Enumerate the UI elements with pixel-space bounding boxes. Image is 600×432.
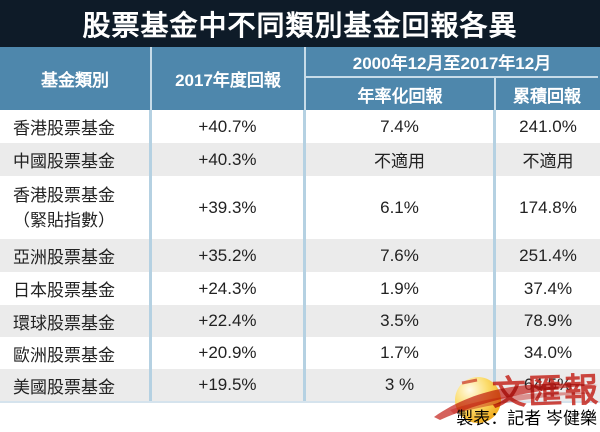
column-header-annualized-return: 年率化回報 xyxy=(306,78,496,110)
cell-2017-return: +22.4% xyxy=(152,305,306,337)
title-bar: 股票基金中不同類別基金回報各異 xyxy=(0,0,600,47)
header-period-group: 2000年12月至2017年12月 年率化回報 累積回報 xyxy=(306,47,598,110)
cell-annualized-return: 6.1% xyxy=(306,176,496,239)
table-row: 歐洲股票基金 +20.9% 1.7% 34.0% xyxy=(0,337,600,369)
credit-line: 製表：記者 岑健樂 xyxy=(0,403,600,430)
cell-category: 亞洲股票基金 xyxy=(0,239,152,272)
cell-cumulative-return: 241.0% xyxy=(519,116,577,136)
cell-annualized-return: 7.6% xyxy=(306,239,496,272)
table-row: 香港股票基金 +40.7% 7.4% 241.0% xyxy=(0,110,600,143)
table-row: 日本股票基金 +24.3% 1.9% 37.4% xyxy=(0,272,600,305)
cell-category: 環球股票基金 xyxy=(0,305,152,337)
cell-cumulative-return: 不適用 xyxy=(522,152,574,171)
credit-text: 製表：記者 岑健樂 xyxy=(456,409,597,428)
cell-2017-return: +39.3% xyxy=(152,176,306,239)
cell-2017-return: +40.3% xyxy=(152,143,306,176)
cell-category: 香港股票基金 （緊貼指數） xyxy=(0,176,152,239)
cell-2017-return: +24.3% xyxy=(152,272,306,305)
cell-category: 歐洲股票基金 xyxy=(0,337,152,369)
cell-cumulative-return: 251.4% xyxy=(519,245,577,265)
table-row: 香港股票基金 （緊貼指數） +39.3% 6.1% 174.8% xyxy=(0,176,600,239)
cell-2017-return: +19.5% xyxy=(152,369,306,401)
cell-cumulative-return: 37.4% xyxy=(523,278,573,298)
newspaper-logo: 文匯報 xyxy=(430,360,600,430)
cell-annualized-return: 1.7% xyxy=(306,337,496,369)
cell-cumulative-return: 174.8% xyxy=(519,197,577,217)
cell-cumulative-return: 34.0% xyxy=(523,343,573,362)
cell-annualized-return: 1.9% xyxy=(306,272,496,305)
cell-category: 日本股票基金 xyxy=(0,272,152,305)
cell-category: 香港股票基金 xyxy=(0,110,152,143)
cell-category-line1: 香港股票基金 xyxy=(13,185,115,205)
cell-annualized-return: 不適用 xyxy=(306,143,496,176)
header-period-subrow: 年率化回報 累積回報 xyxy=(306,78,598,110)
column-header-cumulative-return: 累積回報 xyxy=(513,86,581,106)
logo-swoosh-icon xyxy=(434,378,598,420)
column-header-2017-return: 2017年度回報 xyxy=(152,47,306,110)
table-row: 中國股票基金 +40.3% 不適用 不適用 xyxy=(0,143,600,176)
cell-category: 中國股票基金 xyxy=(0,143,152,176)
page-title: 股票基金中不同類別基金回報各異 xyxy=(82,9,518,41)
cell-annualized-return: 7.4% xyxy=(306,110,496,143)
cell-category: 美國股票基金 xyxy=(0,369,152,401)
cell-cumulative-return: 78.9% xyxy=(523,311,573,330)
table-row: 環球股票基金 +22.4% 3.5% 78.9% xyxy=(0,305,600,337)
column-header-period-span: 2000年12月至2017年12月 xyxy=(306,47,598,78)
cell-annualized-return: 3.5% xyxy=(306,305,496,337)
table-header: 基金類別 2017年度回報 2000年12月至2017年12月 年率化回報 累積… xyxy=(0,47,600,110)
table-row: 亞洲股票基金 +35.2% 7.6% 251.4% xyxy=(0,239,600,272)
column-header-fund-category: 基金類別 xyxy=(0,47,152,110)
cell-category-line2: （緊貼指數） xyxy=(13,210,115,230)
table-body: 香港股票基金 +40.7% 7.4% 241.0% 中國股票基金 +40.3% … xyxy=(0,110,600,403)
cell-2017-return: +35.2% xyxy=(152,239,306,272)
cell-2017-return: +40.7% xyxy=(152,110,306,143)
cell-2017-return: +20.9% xyxy=(152,337,306,369)
